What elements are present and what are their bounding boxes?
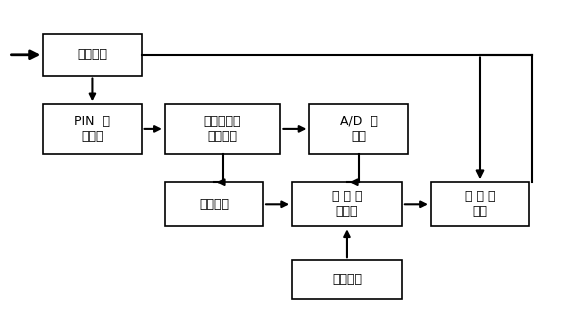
Bar — [43, 104, 141, 154]
Bar — [431, 182, 529, 226]
Text: 比 较 处
理单元: 比 较 处 理单元 — [332, 190, 362, 218]
Bar — [310, 104, 408, 154]
Text: 光分路器: 光分路器 — [78, 48, 107, 61]
Text: PIN  光
探测器: PIN 光 探测器 — [74, 115, 110, 143]
Text: 基准单元: 基准单元 — [332, 273, 362, 286]
Text: 微处理器: 微处理器 — [199, 198, 229, 211]
Bar — [292, 260, 402, 299]
Bar — [165, 182, 263, 226]
Text: 斩波稳零程
控放大器: 斩波稳零程 控放大器 — [204, 115, 241, 143]
Bar — [292, 182, 402, 226]
Text: 光 开 关
模块: 光 开 关 模块 — [465, 190, 495, 218]
Bar — [43, 34, 141, 75]
Bar — [165, 104, 280, 154]
Text: A/D  转
换器: A/D 转 换器 — [339, 115, 377, 143]
